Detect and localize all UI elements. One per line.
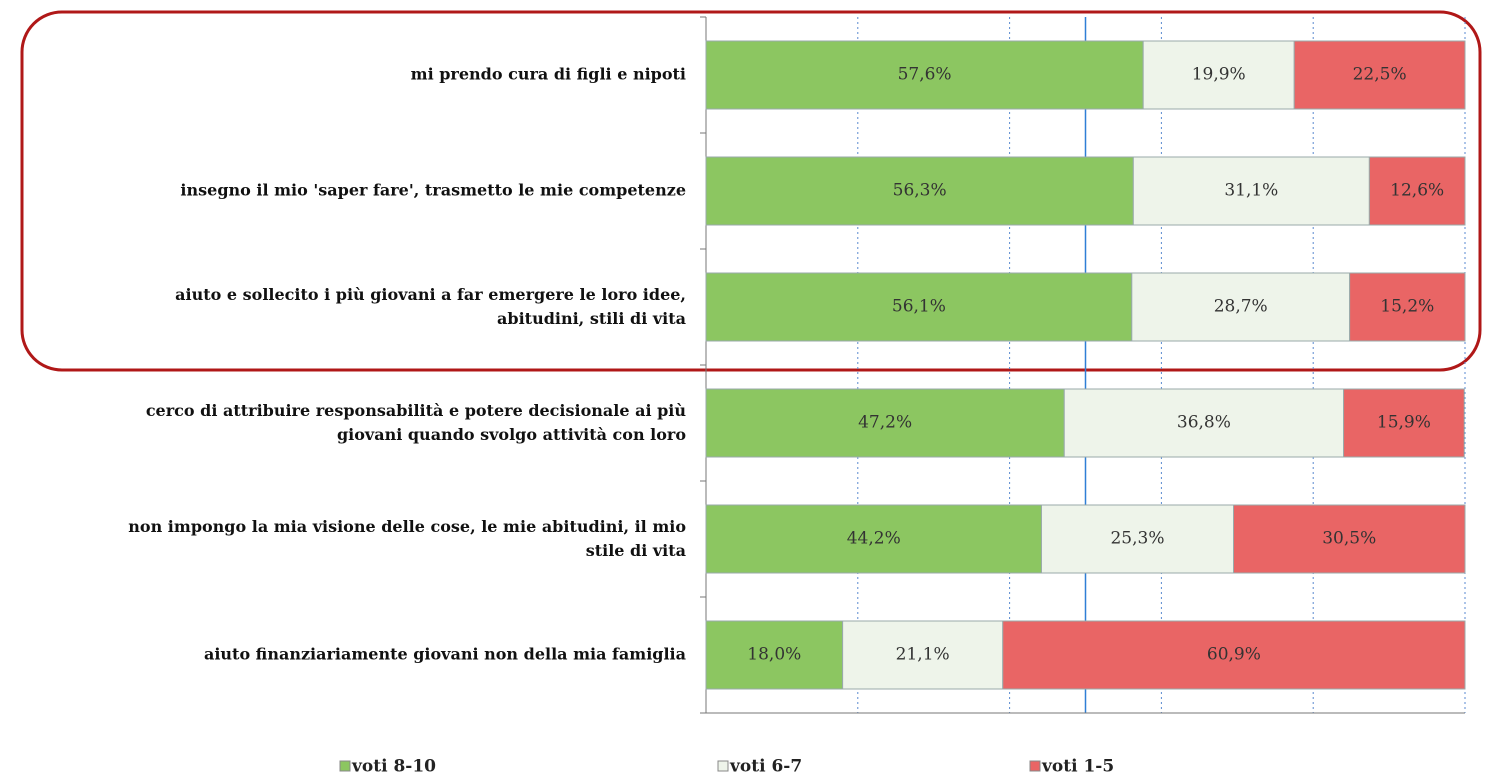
- category-label: aiuto e sollecito i più giovani a far em…: [175, 285, 686, 328]
- value-label: 22,5%: [1353, 65, 1407, 85]
- legend-swatch: [1029, 760, 1041, 772]
- value-label: 47,2%: [858, 413, 912, 433]
- category-label: non impongo la mia visione delle cose, l…: [128, 517, 686, 560]
- value-label: 57,6%: [898, 65, 952, 85]
- highlight-frame: [20, 10, 1482, 372]
- bar-segment: [705, 156, 1134, 226]
- bar-segment: [1132, 156, 1370, 226]
- value-label: 28,7%: [1214, 297, 1268, 317]
- value-label: 56,3%: [893, 181, 947, 201]
- bar-segment: [1343, 388, 1465, 458]
- bar-segment: [1040, 504, 1235, 574]
- value-label: 21,1%: [896, 645, 950, 665]
- value-label: 36,8%: [1177, 413, 1231, 433]
- bar-segment: [1368, 156, 1466, 226]
- bar-segment: [705, 620, 844, 690]
- value-label: 31,1%: [1224, 181, 1278, 201]
- value-label: 15,2%: [1380, 297, 1434, 317]
- bar-segment: [705, 388, 1065, 458]
- category-label: cerco di attribuire responsabilità e pot…: [146, 401, 687, 444]
- bar-segment: [1293, 40, 1466, 110]
- value-label: 25,3%: [1110, 529, 1164, 549]
- value-label: 19,9%: [1192, 65, 1246, 85]
- value-label: 44,2%: [847, 529, 901, 549]
- value-label: 18,0%: [747, 645, 801, 665]
- value-label: 56,1%: [892, 297, 946, 317]
- legend-label: voti 1-5: [1041, 757, 1114, 777]
- bar-segment: [1131, 272, 1351, 342]
- value-label: 30,5%: [1322, 529, 1376, 549]
- category-label: mi prendo cura di figli e nipoti: [411, 65, 686, 84]
- bar-segment: [705, 504, 1042, 574]
- legend-label: voti 6-7: [729, 757, 802, 777]
- legend-swatch: [339, 760, 351, 772]
- bar-segment: [1142, 40, 1295, 110]
- legend-label: voti 8-10: [351, 757, 436, 777]
- bar-segment: [1233, 504, 1466, 574]
- bar-segment: [842, 620, 1004, 690]
- legend-swatch: [717, 760, 729, 772]
- bar-segment: [1063, 388, 1345, 458]
- value-label: 12,6%: [1390, 181, 1444, 201]
- category-label: insegno il mio 'saper fare', trasmetto l…: [180, 181, 686, 200]
- value-label: 15,9%: [1377, 413, 1431, 433]
- value-label: 60,9%: [1207, 645, 1261, 665]
- bar-segment: [1002, 620, 1466, 690]
- bar-segment: [705, 40, 1144, 110]
- category-label: aiuto finanziariamente giovani non della…: [204, 645, 686, 664]
- bar-segment: [1349, 272, 1466, 342]
